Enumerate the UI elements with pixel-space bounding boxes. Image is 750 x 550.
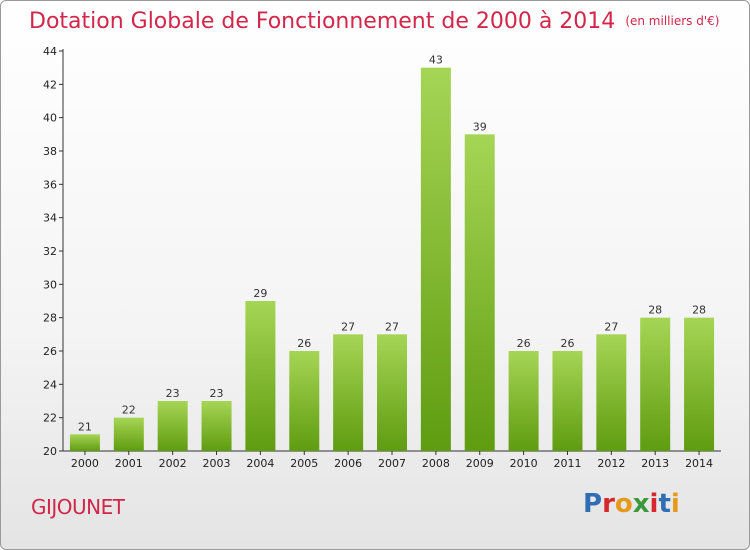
value-label-2003: 23 (210, 387, 224, 400)
value-label-2012: 27 (604, 320, 618, 333)
bar-2008 (420, 67, 451, 452)
x-tick-label-2012: 2012 (597, 457, 625, 470)
value-label-2010: 26 (517, 337, 531, 350)
x-tick-label-2001: 2001 (115, 457, 143, 470)
value-label-2011: 26 (560, 337, 574, 350)
y-tick-label: 42 (43, 78, 57, 91)
bar-2006 (333, 334, 364, 451)
bar-2007 (377, 334, 407, 451)
x-tick-label-2009: 2009 (466, 457, 494, 470)
logo-letter: r (602, 489, 615, 519)
bar-2003 (201, 401, 232, 451)
value-label-2007: 27 (385, 320, 399, 333)
bar-2001 (113, 417, 144, 451)
bar-2010 (508, 351, 539, 451)
value-label-2013: 28 (648, 304, 662, 317)
y-tick-label: 40 (43, 112, 57, 125)
bar-2000 (69, 434, 100, 451)
bar-2012 (596, 334, 627, 451)
x-tick-label-2005: 2005 (290, 457, 318, 470)
bar-2011 (552, 351, 583, 451)
chart-unit: (en milliers d'€) (625, 14, 720, 28)
bar-2009 (464, 134, 495, 452)
value-label-2001: 22 (122, 404, 136, 417)
y-tick-label: 28 (43, 312, 57, 325)
y-tick-label: 36 (43, 178, 57, 191)
y-tick-label: 44 (43, 45, 57, 58)
value-label-2006: 27 (341, 320, 355, 333)
chart-axes: 20 22 24 26 28 30 32 34 36 38 40 42 44 2000 2001 2002 20… (43, 45, 721, 470)
bar-2005 (289, 351, 320, 451)
logo-letter: i (670, 489, 680, 519)
y-tick-label: 24 (43, 378, 57, 391)
x-tick-label-2004: 2004 (246, 457, 274, 470)
bar-2002 (157, 401, 188, 451)
value-label-2000: 21 (78, 420, 92, 433)
x-tick-label-2008: 2008 (422, 457, 450, 470)
chart-value-labels: 21 22 23 23 29 26 27 27 43 39 26 26 27 28 28 (78, 54, 706, 434)
logo-letter: o (614, 489, 633, 519)
y-tick-label: 32 (43, 245, 57, 258)
logo-letter: x (632, 489, 650, 519)
y-tick-label: 20 (43, 445, 57, 458)
chart-title-text: Dotation Globale de Fonctionnement de 20… (29, 9, 616, 34)
x-tick-label-2014: 2014 (685, 457, 713, 470)
logo-letter: t (658, 489, 671, 519)
value-label-2005: 26 (297, 337, 311, 350)
logo-letter: i (649, 489, 659, 519)
x-tick-label-2000: 2000 (71, 457, 99, 470)
x-tick-label-2010: 2010 (510, 457, 538, 470)
value-label-2004: 29 (253, 287, 267, 300)
value-label-2002: 23 (166, 387, 180, 400)
x-tick-label-2013: 2013 (641, 457, 669, 470)
chart-title: Dotation Globale de Fonctionnement de 20… (29, 9, 719, 34)
chart-bars (69, 67, 715, 452)
logo-letter: P (583, 489, 603, 519)
x-tick-label-2002: 2002 (159, 457, 187, 470)
bar-2014 (684, 317, 715, 451)
x-tick-label-2011: 2011 (553, 457, 581, 470)
x-tick-label-2003: 2003 (203, 457, 231, 470)
bar-2004 (245, 301, 276, 451)
y-tick-label: 22 (43, 412, 57, 425)
value-label-2008: 43 (429, 54, 443, 67)
y-tick-label: 38 (43, 145, 57, 158)
y-tick-label: 26 (43, 345, 57, 358)
commune-name: GIJOUNET (31, 495, 125, 519)
x-tick-label-2007: 2007 (378, 457, 406, 470)
y-tick-label: 30 (43, 278, 57, 291)
bar-2013 (640, 317, 671, 451)
value-label-2009: 39 (473, 120, 487, 133)
proxiti-logo: Proxiti (583, 489, 680, 519)
x-tick-label-2006: 2006 (334, 457, 362, 470)
value-label-2014: 28 (692, 304, 706, 317)
y-tick-label: 34 (43, 212, 57, 225)
